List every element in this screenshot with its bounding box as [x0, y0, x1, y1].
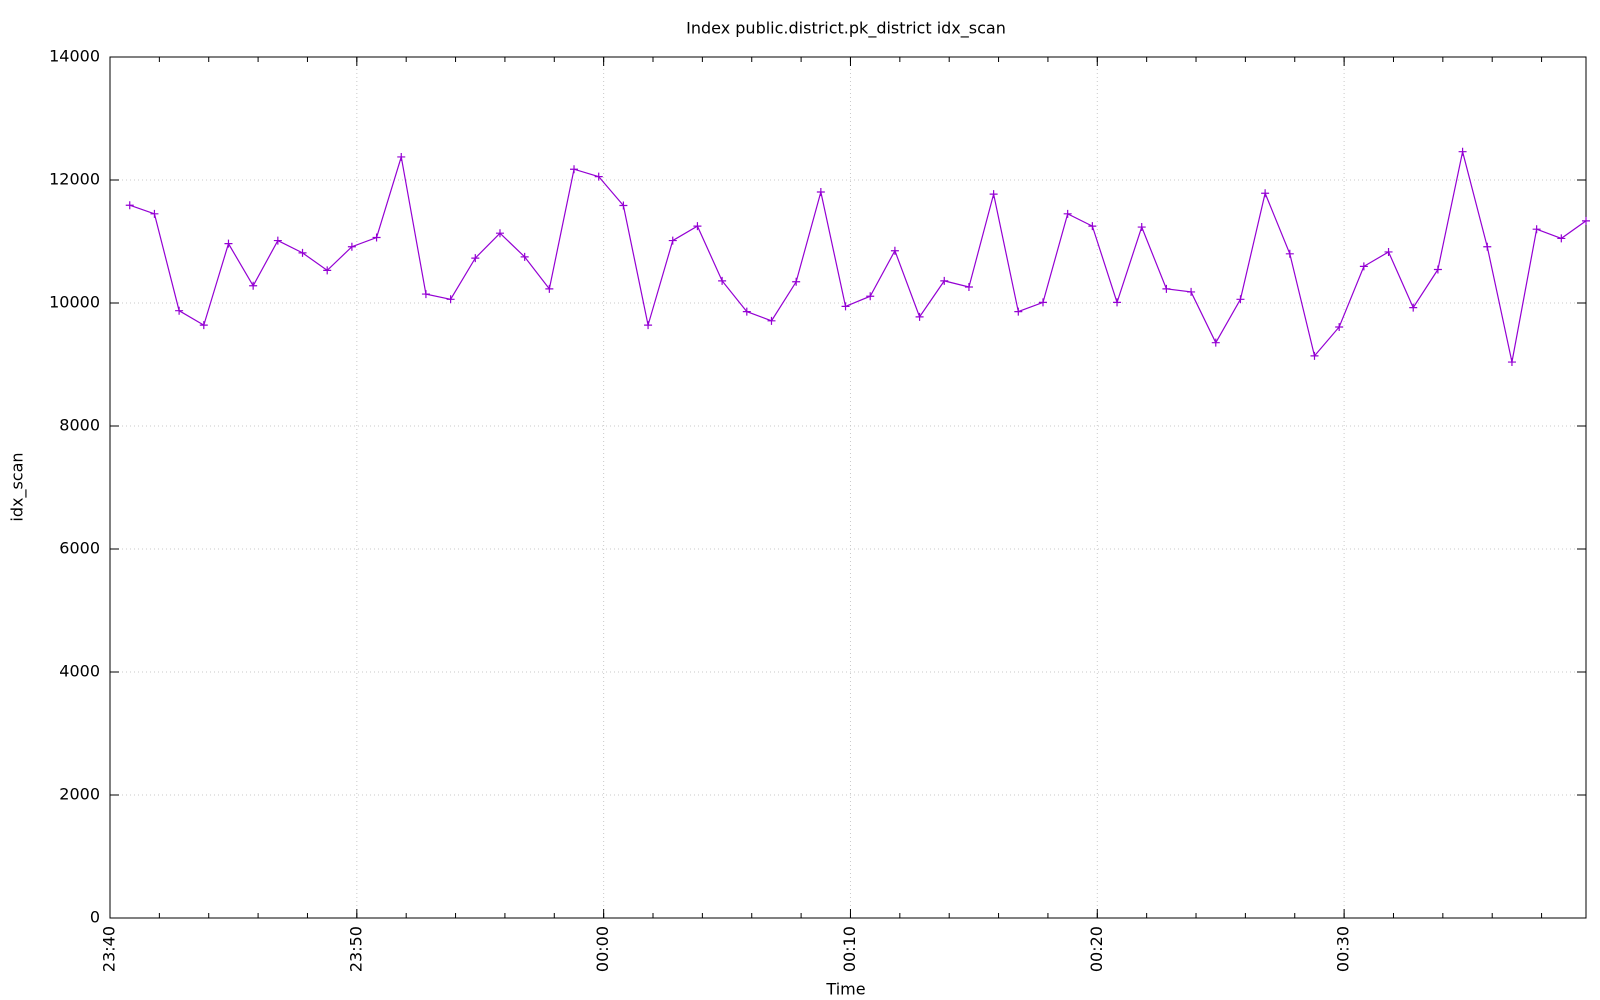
data-point — [273, 236, 282, 245]
y-tick-label: 2000 — [59, 785, 100, 804]
plot-frame — [109, 56, 1587, 919]
data-point — [495, 229, 504, 238]
data-point — [1532, 225, 1541, 234]
x-axis-label: Time — [825, 980, 865, 999]
x-tick-label: 23:40 — [100, 926, 119, 972]
y-tick-label: 12000 — [49, 170, 100, 189]
data-point — [1310, 351, 1319, 360]
data-point — [471, 254, 480, 263]
data-point — [644, 321, 653, 330]
data-point — [1557, 234, 1566, 243]
x-tick-label: 23:50 — [346, 926, 365, 972]
data-point — [1211, 338, 1220, 347]
data-point — [619, 201, 628, 210]
data-point — [1187, 287, 1196, 296]
data-point — [1507, 358, 1516, 367]
data-point — [594, 172, 603, 181]
data-point — [1113, 298, 1122, 307]
data-point — [199, 321, 208, 330]
y-tick-label: 0 — [90, 908, 100, 927]
data-point — [545, 284, 554, 293]
data-point — [964, 283, 973, 292]
x-tick-label: 00:30 — [1334, 926, 1353, 972]
y-tick-label: 14000 — [49, 47, 100, 66]
data-point — [249, 281, 258, 290]
data-point — [1458, 147, 1467, 156]
y-tick-label: 10000 — [49, 293, 100, 312]
data-point — [989, 190, 998, 199]
x-tick-label: 00:20 — [1087, 926, 1106, 972]
data-point — [668, 236, 677, 245]
data-point — [1359, 262, 1368, 271]
data-point — [570, 165, 579, 174]
data-point — [1384, 247, 1393, 256]
data-point — [816, 187, 825, 196]
data-point — [323, 266, 332, 275]
data-point — [397, 152, 406, 161]
data-point — [1137, 223, 1146, 232]
data-point — [347, 242, 356, 251]
data-point — [915, 312, 924, 321]
data-point — [841, 302, 850, 311]
y-tick-label: 8000 — [59, 416, 100, 435]
data-point — [718, 276, 727, 285]
data-point — [940, 276, 949, 285]
data-point — [1014, 307, 1023, 316]
data-point — [767, 316, 776, 325]
data-point — [1261, 189, 1270, 198]
data-point — [298, 248, 307, 257]
data-point — [1285, 249, 1294, 258]
x-tick-label: 00:10 — [840, 926, 859, 972]
data-point — [890, 246, 899, 255]
data-point — [866, 292, 875, 301]
data-point — [224, 239, 233, 248]
data-point — [125, 201, 134, 210]
data-point — [1236, 295, 1245, 304]
data-point — [372, 233, 381, 242]
data-point — [693, 222, 702, 231]
data-point — [150, 209, 159, 218]
data-point — [1582, 216, 1590, 225]
series-line — [129, 151, 1587, 363]
y-axis-label: idx_scan — [8, 452, 28, 521]
data-point — [175, 306, 184, 315]
data-point — [792, 277, 801, 286]
y-tick-label: 4000 — [59, 662, 100, 681]
data-point — [742, 307, 751, 316]
data-point — [1335, 322, 1344, 331]
data-point — [1038, 298, 1047, 307]
data-point — [1162, 284, 1171, 293]
data-point — [1409, 303, 1418, 312]
data-point — [1433, 265, 1442, 274]
data-point — [446, 295, 455, 304]
x-tick-label: 00:00 — [593, 926, 612, 972]
data-point — [421, 290, 430, 299]
data-point — [1088, 222, 1097, 231]
data-point — [1483, 242, 1492, 251]
y-tick-label: 6000 — [59, 539, 100, 558]
data-point — [1063, 209, 1072, 218]
data-point — [520, 252, 529, 261]
chart-title: Index public.district.pk_district idx_sc… — [686, 19, 1006, 39]
